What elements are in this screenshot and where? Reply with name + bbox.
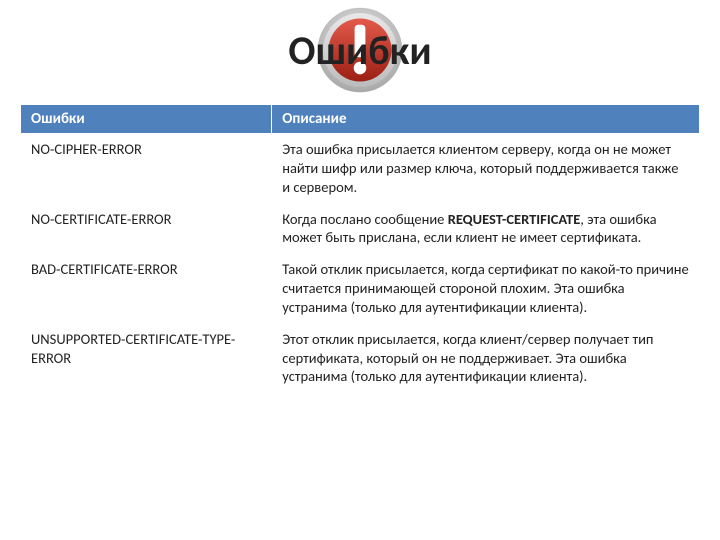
- table-row: NO-CERTIFICATE-ERROR Когда послано сообщ…: [21, 203, 700, 254]
- error-name: UNSUPPORTED-CERTIFICATE-TYPE-ERROR: [21, 323, 272, 393]
- slide-header: Ошибки: [0, 0, 720, 100]
- error-name: NO-CIPHER-ERROR: [21, 134, 272, 204]
- table-row: NO-CIPHER-ERROR Эта ошибка присылается к…: [21, 134, 700, 204]
- page-title: Ошибки: [288, 26, 431, 75]
- col-header-error: Ошибки: [21, 105, 272, 134]
- error-desc: Такой отклик присылается, когда сертифик…: [272, 254, 700, 324]
- error-name: NO-CERTIFICATE-ERROR: [21, 203, 272, 254]
- errors-table: Ошибки Описание NO-CIPHER-ERROR Эта ошиб…: [20, 104, 700, 393]
- error-desc: Когда послано сообщение REQUEST-CERTIFIC…: [272, 203, 700, 254]
- col-header-desc: Описание: [272, 105, 700, 134]
- desc-text: Когда послано сообщение: [282, 210, 447, 228]
- error-desc: Эта ошибка присылается клиентом серверу,…: [272, 134, 700, 204]
- desc-bold: REQUEST-CERTIFICATE: [448, 210, 581, 228]
- error-name: BAD-CERTIFICATE-ERROR: [21, 254, 272, 324]
- slide: Ошибки Ошибки Описание NO-CIPHER-ERROR Э…: [0, 0, 720, 540]
- table-row: UNSUPPORTED-CERTIFICATE-TYPE-ERROR Этот …: [21, 323, 700, 393]
- error-desc: Этот отклик присылается, когда клиент/се…: [272, 323, 700, 393]
- table-row: BAD-CERTIFICATE-ERROR Такой отклик присы…: [21, 254, 700, 324]
- table-header-row: Ошибки Описание: [21, 105, 700, 134]
